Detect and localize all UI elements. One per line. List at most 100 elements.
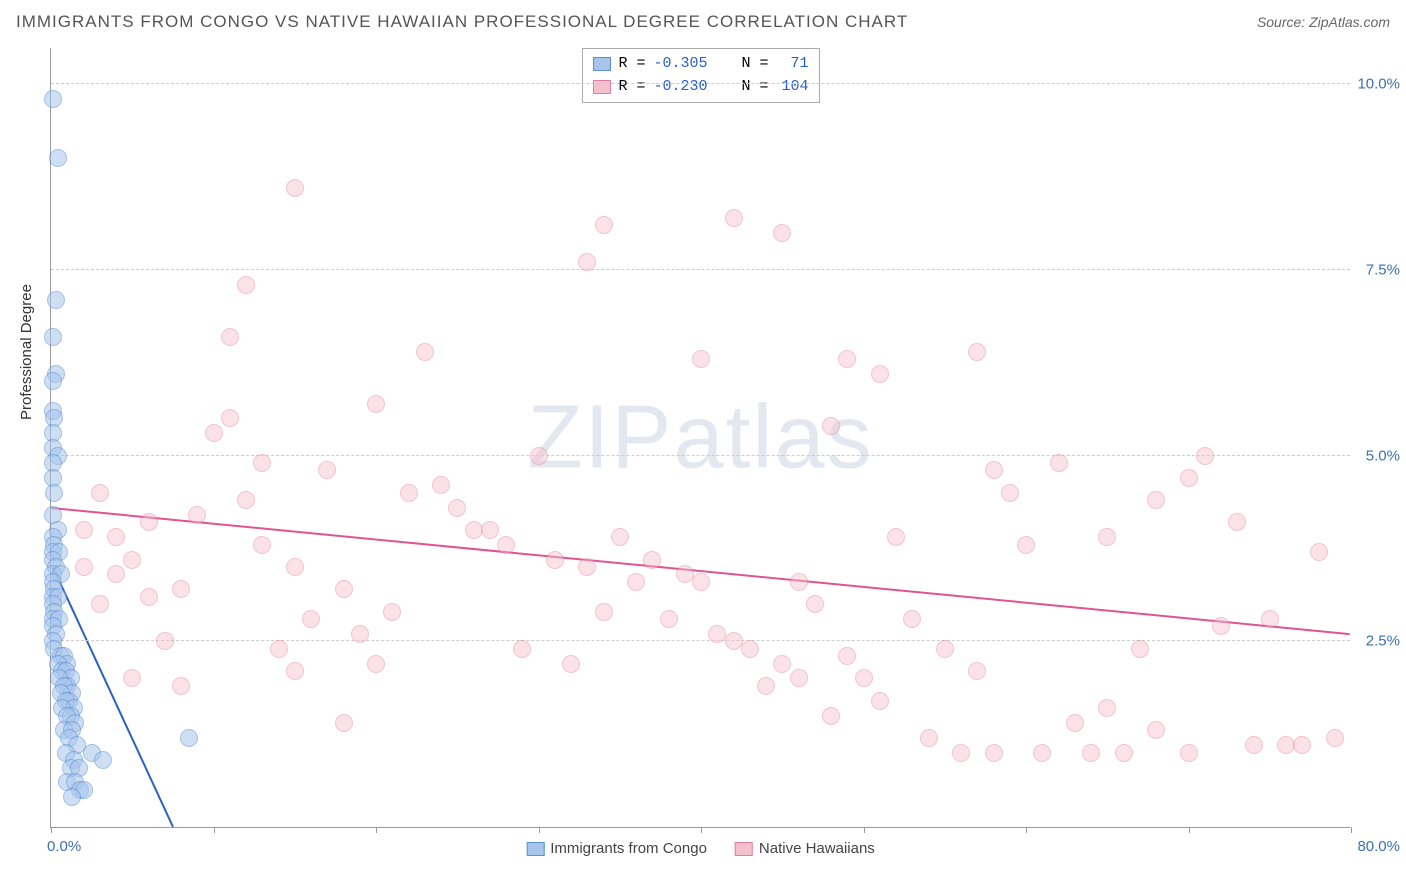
data-point <box>1326 729 1344 747</box>
data-point <box>156 632 174 650</box>
title-bar: IMMIGRANTS FROM CONGO VS NATIVE HAWAIIAN… <box>16 12 1390 32</box>
r-value-1: -0.230 <box>653 76 707 99</box>
data-point <box>75 558 93 576</box>
data-point <box>237 491 255 509</box>
data-point <box>1245 736 1263 754</box>
data-point <box>44 372 62 390</box>
data-point <box>45 484 63 502</box>
data-point <box>416 343 434 361</box>
swatch-icon <box>526 842 544 856</box>
data-point <box>448 499 466 517</box>
data-point <box>400 484 418 502</box>
data-point <box>871 692 889 710</box>
swatch-icon <box>735 842 753 856</box>
source-attribution: Source: ZipAtlas.com <box>1257 14 1390 30</box>
legend-label-1: Native Hawaiians <box>759 840 875 857</box>
data-point <box>855 669 873 687</box>
gridline <box>51 640 1350 641</box>
data-point <box>838 350 856 368</box>
gridline <box>51 455 1350 456</box>
data-point <box>1310 543 1328 561</box>
data-point <box>530 447 548 465</box>
data-point <box>1017 536 1035 554</box>
x-tick <box>51 827 52 833</box>
data-point <box>562 655 580 673</box>
data-point <box>985 461 1003 479</box>
chart-title: IMMIGRANTS FROM CONGO VS NATIVE HAWAIIAN… <box>16 12 908 32</box>
data-point <box>741 640 759 658</box>
data-point <box>676 565 694 583</box>
data-point <box>757 677 775 695</box>
data-point <box>952 744 970 762</box>
data-point <box>205 424 223 442</box>
data-point <box>692 573 710 591</box>
data-point <box>1147 491 1165 509</box>
data-point <box>1082 744 1100 762</box>
x-tick <box>701 827 702 833</box>
data-point <box>1212 617 1230 635</box>
data-point <box>253 454 271 472</box>
legend-label-0: Immigrants from Congo <box>550 840 707 857</box>
data-point <box>725 209 743 227</box>
data-point <box>91 595 109 613</box>
data-point <box>936 640 954 658</box>
source-label: Source: <box>1257 14 1309 30</box>
data-point <box>790 573 808 591</box>
r-label: R = <box>618 76 645 99</box>
y-axis-label: Professional Degree <box>18 284 35 420</box>
data-point <box>44 90 62 108</box>
data-point <box>660 610 678 628</box>
data-point <box>887 528 905 546</box>
data-point <box>140 588 158 606</box>
data-point <box>822 707 840 725</box>
stats-legend-box: R = -0.305 N = 71 R = -0.230 N = 104 <box>581 48 819 103</box>
data-point <box>172 677 190 695</box>
data-point <box>1196 447 1214 465</box>
source-name: ZipAtlas.com <box>1309 14 1390 30</box>
y-tick-label: 2.5% <box>1355 633 1400 650</box>
data-point <box>253 536 271 554</box>
data-point <box>643 551 661 569</box>
data-point <box>237 276 255 294</box>
data-point <box>318 461 336 479</box>
gridline <box>51 83 1350 84</box>
data-point <box>1098 699 1116 717</box>
n-value-0: 71 <box>777 53 809 76</box>
x-tick <box>1026 827 1027 833</box>
data-point <box>1228 513 1246 531</box>
data-point <box>367 395 385 413</box>
trend-lines-svg <box>51 48 1350 827</box>
data-point <box>513 640 531 658</box>
data-point <box>806 595 824 613</box>
x-tick <box>539 827 540 833</box>
data-point <box>773 224 791 242</box>
data-point <box>49 149 67 167</box>
data-point <box>1147 721 1165 739</box>
data-point <box>270 640 288 658</box>
swatch-icon <box>592 57 610 71</box>
legend-item-1: Native Hawaiians <box>735 840 875 857</box>
data-point <box>1261 610 1279 628</box>
data-point <box>1001 484 1019 502</box>
watermark: ZIPatlas <box>527 386 873 489</box>
stats-row-0: R = -0.305 N = 71 <box>592 53 808 76</box>
data-point <box>595 603 613 621</box>
y-tick-label: 10.0% <box>1355 76 1400 93</box>
data-point <box>790 669 808 687</box>
legend-item-0: Immigrants from Congo <box>526 840 707 857</box>
data-point <box>1180 744 1198 762</box>
data-point <box>611 528 629 546</box>
watermark-bold: ZIP <box>527 387 673 487</box>
stats-row-1: R = -0.230 N = 104 <box>592 76 808 99</box>
data-point <box>44 328 62 346</box>
data-point <box>692 350 710 368</box>
trend-line <box>51 508 1349 634</box>
gridline <box>51 269 1350 270</box>
data-point <box>107 528 125 546</box>
data-point <box>367 655 385 673</box>
data-point <box>47 291 65 309</box>
data-point <box>123 551 141 569</box>
data-point <box>286 179 304 197</box>
y-tick-label: 5.0% <box>1355 447 1400 464</box>
x-axis-max-label: 80.0% <box>1357 838 1400 855</box>
